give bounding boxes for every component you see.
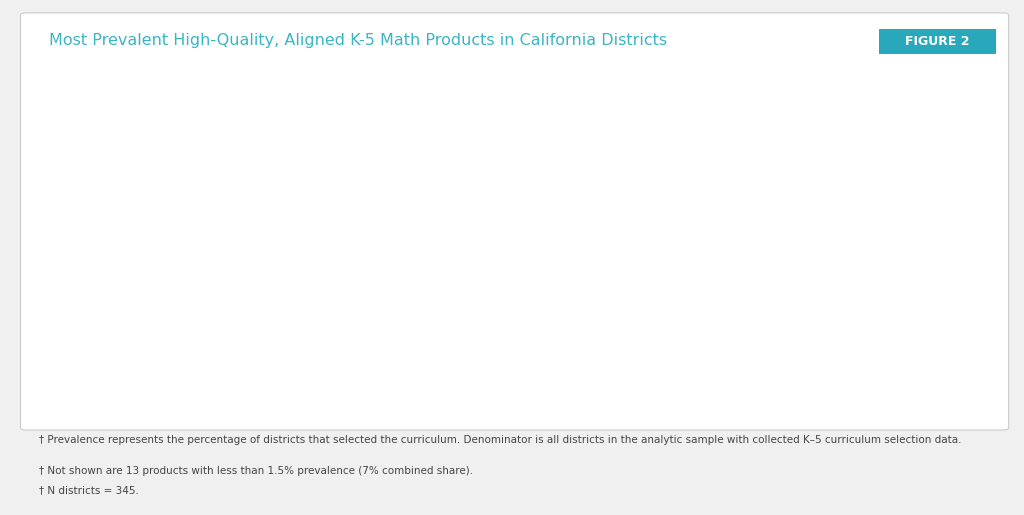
Text: (Great Minds): (Great Minds) <box>304 347 378 357</box>
Text: (Curriculum Associates): (Curriculum Associates) <box>249 262 378 272</box>
Bar <box>394 248 543 270</box>
Bar <box>394 291 501 313</box>
Text: McGraw-Hill My Math ©2014: McGraw-Hill My Math ©2014 <box>180 119 378 132</box>
Text: Illustrative Mathematics: K-5 ©2021: Illustrative Mathematics: K-5 ©2021 <box>128 289 378 302</box>
Text: enVision Mathematics ©2020: enVision Mathematics ©2020 <box>175 374 378 387</box>
Text: (Math Learning Center): (Math Learning Center) <box>252 177 378 186</box>
Text: (Savvas Learning Company): (Savvas Learning Company) <box>225 389 378 399</box>
Text: 2.0%: 2.0% <box>496 338 527 351</box>
Text: † Not shown are 13 products with less than 1.5% prevalence (7% combined share).: † Not shown are 13 products with less th… <box>39 466 473 476</box>
Bar <box>394 333 486 355</box>
Text: Eureka Math ©2015: Eureka Math ©2015 <box>240 77 378 90</box>
Text: Eureka Math² ©2022: Eureka Math² ©2022 <box>234 332 378 345</box>
Text: 3.5%: 3.5% <box>564 211 596 224</box>
Text: (Imagine Learning): (Imagine Learning) <box>275 304 378 314</box>
Text: 3.2%: 3.2% <box>551 253 583 266</box>
Text: (McGraw Hill Education): (McGraw Hill Education) <box>248 134 378 144</box>
Text: 6.7%: 6.7% <box>713 168 744 181</box>
Text: 10.1%: 10.1% <box>870 126 909 139</box>
Bar <box>394 121 862 143</box>
Text: 1.7%: 1.7% <box>481 381 513 393</box>
Bar <box>394 376 473 398</box>
Text: 11.0%: 11.0% <box>911 83 951 96</box>
Text: † Prevalence represents the percentage of districts that selected the curriculum: † Prevalence represents the percentage o… <box>39 435 962 445</box>
Bar <box>394 163 705 185</box>
Text: (Great Minds): (Great Minds) <box>304 92 378 101</box>
Text: (Curriculum Associates): (Curriculum Associates) <box>249 219 378 229</box>
Text: † N districts = 345.: † N districts = 345. <box>39 485 139 495</box>
Bar <box>394 78 903 100</box>
Text: Bridges in Mathematics ©2015: Bridges in Mathematics ©2015 <box>164 162 378 175</box>
Text: iReady Classroom Mathematics ©2020: iReady Classroom Mathematics ©2020 <box>112 247 378 260</box>
Text: Ready Mathematics ©2017: Ready Mathematics ©2017 <box>191 204 378 217</box>
Bar <box>394 206 556 228</box>
Text: FIGURE 2: FIGURE 2 <box>905 35 970 48</box>
Text: Most Prevalent High-Quality, Aligned K-5 Math Products in California Districts: Most Prevalent High-Quality, Aligned K-5… <box>49 33 668 48</box>
Text: 2.3%: 2.3% <box>509 296 541 308</box>
